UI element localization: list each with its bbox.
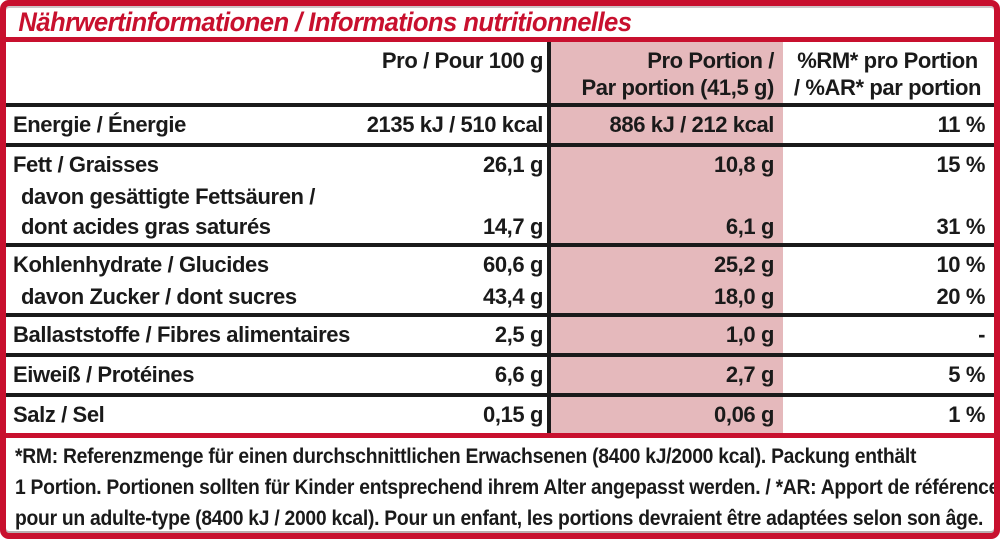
value-percent-rm: 1 %	[948, 402, 985, 427]
col-header-per-portion: Pro Portion / Par portion (41,5 g)	[547, 42, 783, 103]
value-per-portion: 10,8 g	[547, 147, 783, 183]
row-ballaststoffe: Ballaststoffe / Fibres alimentaires 2,5 …	[6, 313, 994, 353]
row-energie: Energie / Énergie 2135 kJ / 510 kcal 886…	[6, 103, 994, 143]
value-per-portion: 1,0 g	[547, 317, 783, 353]
nutrient-sublabel: davon gesättigte Fettsäuren /	[21, 184, 316, 209]
row-zucker: davon Zucker / dont sucres 43,4 g 18,0 g…	[6, 283, 994, 313]
row-salz: Salz / Sel 0,15 g 0,06 g 1 %	[6, 393, 994, 433]
footnote-line-1: *RM: Referenzmenge für einen durchschnit…	[15, 445, 917, 468]
value-per-portion: 25,2 g	[547, 247, 783, 283]
value-percent-rm: 10 %	[936, 252, 985, 277]
row-eiweiss: Eiweiß / Protéines 6,6 g 2,7 g 5 %	[6, 353, 994, 393]
value-percent-rm: 11 %	[937, 112, 986, 137]
value-per-100g: 26,1 g	[483, 152, 543, 177]
value-per-100g: 2,5 g	[494, 322, 544, 347]
nutrient-label: Ballaststoffe / Fibres alimentaires	[13, 322, 350, 347]
col-header-per-portion-line2: Par portion (41,5 g)	[581, 75, 775, 100]
nutrient-label: Eiweiß / Protéines	[13, 362, 195, 387]
footnote-line-2: 1 Portion. Portionen sollten für Kinder …	[15, 476, 1000, 499]
col-header-percent-rm-line1: %RM* pro Portion	[797, 48, 978, 73]
value-per-portion: 6,1 g	[547, 213, 783, 243]
value-per-portion: 886 kJ / 212 kcal	[547, 107, 783, 143]
value-per-100g: 43,4 g	[483, 284, 543, 309]
value-per-portion: 18,0 g	[547, 283, 783, 313]
value-percent-rm: 20 %	[936, 284, 985, 309]
nutrient-sublabel: dont acides gras saturés	[21, 214, 271, 239]
col-header-percent-rm-line2: / %AR* par portion	[793, 75, 982, 100]
nutrient-label: Fett / Graisses	[13, 152, 159, 177]
row-kohlenhydrate: Kohlenhydrate / Glucides 60,6 g 25,2 g 1…	[6, 243, 994, 283]
value-percent-rm: 31 %	[936, 214, 985, 239]
value-per-portion: 2,7 g	[547, 357, 783, 393]
value-per-100g: 6,6 g	[494, 362, 544, 387]
value-percent-rm: 5 %	[948, 362, 985, 387]
reference-footnote: *RM: Referenzmenge für einen durchschnit…	[6, 438, 1000, 533]
footnote-line-3: pour un adulte-type (8400 kJ / 2000 kcal…	[15, 507, 984, 530]
value-percent-rm: -	[978, 322, 985, 347]
col-header-per-100g-cell: Pro / Pour 100 g	[6, 42, 547, 103]
nutrient-label: Salz / Sel	[13, 402, 105, 427]
value-per-portion	[547, 183, 783, 213]
row-acides-gras-satures-fr: dont acides gras saturés 14,7 g 6,1 g 31…	[6, 213, 994, 243]
nutrient-label: Energie / Énergie	[13, 112, 186, 137]
value-per-100g: 14,7 g	[483, 214, 543, 239]
row-fett: Fett / Graisses 26,1 g 10,8 g 15 %	[6, 143, 994, 183]
col-header-per-100g: Pro / Pour 100 g	[381, 48, 543, 73]
value-percent-rm	[783, 183, 994, 213]
page-title: Nährwertinformationen / Informations nut…	[18, 7, 632, 37]
value-per-100g: 60,6 g	[483, 252, 543, 277]
table-header-row: Pro / Pour 100 g Pro Portion / Par porti…	[6, 42, 994, 103]
col-header-percent-rm: %RM* pro Portion / %AR* par portion	[783, 42, 994, 103]
col-header-per-portion-line1: Pro Portion /	[647, 48, 774, 73]
value-percent-rm: 15 %	[936, 152, 985, 177]
value-per-100g: 2135 kJ / 510 kcal	[366, 112, 544, 137]
row-gesaettigte-fettsaeuren-de: davon gesättigte Fettsäuren /	[6, 183, 994, 213]
value-per-portion: 0,06 g	[547, 397, 783, 433]
nutrition-table: Pro / Pour 100 g Pro Portion / Par porti…	[6, 42, 994, 433]
title-divider	[6, 37, 994, 42]
nutrient-sublabel: davon Zucker / dont sucres	[21, 284, 297, 309]
footnote-divider	[6, 433, 994, 438]
value-per-100g: 0,15 g	[483, 402, 543, 427]
nutrient-label: Kohlenhydrate / Glucides	[13, 252, 269, 277]
